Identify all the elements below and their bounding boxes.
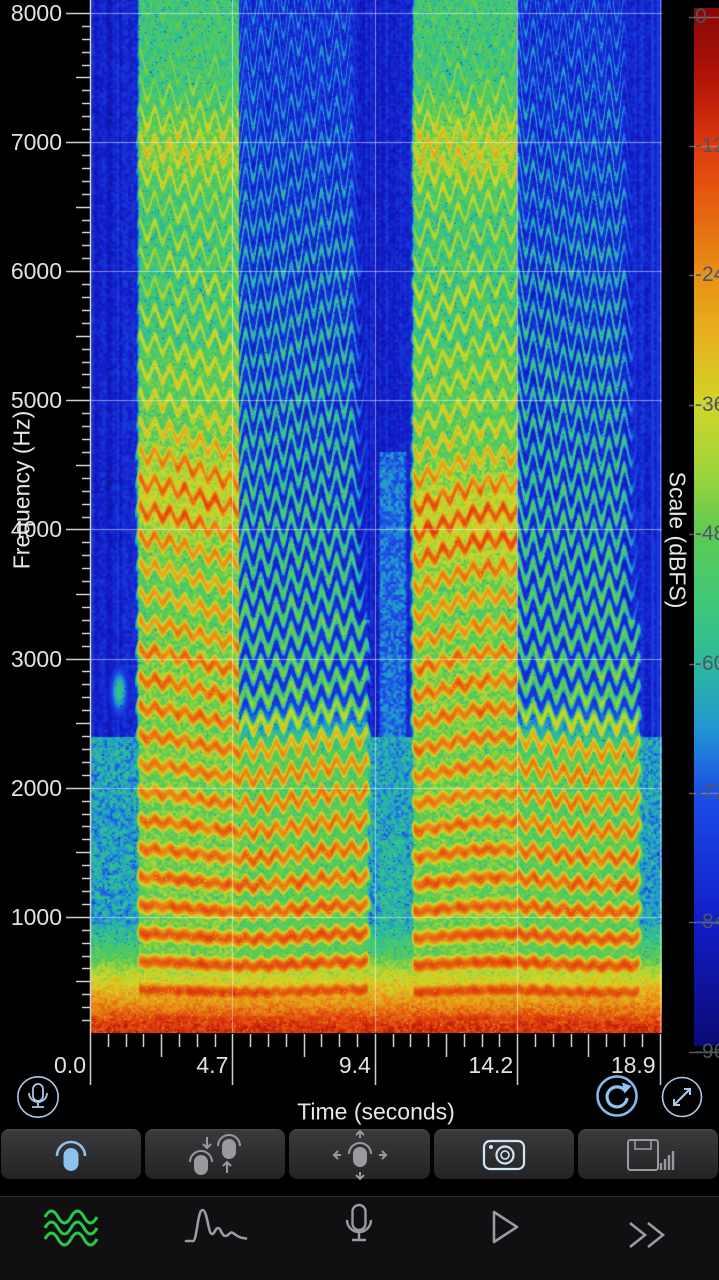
pan-lock-icon [332,1129,387,1180]
record-button[interactable] [16,1075,60,1119]
reset-button[interactable] [595,1074,639,1118]
freq-tick-label: 3000 [10,645,62,672]
time-tick-label: 9.4 [338,1052,371,1078]
freq-tick-label: 7000 [10,129,62,156]
scale-tick-label: -48 [695,522,719,546]
microphone-icon [345,1203,373,1242]
freq-tick-label: 2000 [10,774,62,801]
tab-spectrogram[interactable] [0,1197,147,1280]
time-tick-label: 14.2 [468,1052,514,1078]
freq-tick-label: 8000 [10,0,62,26]
waves-icon [43,1209,99,1247]
time-axis-title: Time (seconds) [297,1098,455,1125]
resize-button[interactable] [660,1075,704,1119]
scale-tick-label: -24 [695,263,719,287]
time-tick-label: 0.0 [54,1052,86,1078]
scale-tick-label: -72 [695,780,719,804]
scale-tick-label: -12 [695,133,719,157]
pan-lock-button[interactable] [289,1129,430,1180]
camera-icon [482,1139,525,1170]
spectrum-icon [184,1208,248,1243]
scale-tick-label: 0 [695,4,707,28]
camera-snapshot-button[interactable] [433,1129,574,1179]
tab-spec-analyser[interactable] [141,1197,291,1280]
refresh-icon [596,1075,638,1117]
frequency-axis-title: Frequency (Hz) [8,410,35,570]
tab-recording[interactable] [284,1197,434,1280]
microphone-icon [16,1075,60,1119]
play-icon [492,1210,519,1244]
scale-tick-label: -60 [695,651,719,675]
freq-tick-label: 4000 [10,516,62,543]
expand-arrows-icon [661,1076,703,1118]
main-tab-bar: Spectrogram Spec. Analyser Recording Pla… [0,1196,719,1280]
swap-locks-icon [189,1133,242,1175]
scale-axis-title: Scale (dBFS) [664,471,691,609]
save-data-button[interactable] [577,1129,719,1179]
spectrogram-toolbar [0,1129,719,1180]
more-chevrons-icon [629,1221,666,1249]
tab-playback[interactable] [428,1197,578,1280]
swap-locks-button[interactable] [145,1129,286,1179]
time-tick-label: 18.9 [610,1052,656,1078]
touch-lock-button[interactable] [1,1129,142,1179]
spectrogram-plot[interactable] [90,0,662,1033]
tab-more[interactable] [572,1197,719,1280]
scale-tick-label: -96 [695,1039,719,1063]
save-data-icon [626,1138,675,1171]
freq-tick-label: 6000 [10,258,62,285]
freq-tick-label: 5000 [10,387,62,414]
time-tick-label: 4.7 [196,1052,229,1078]
scale-tick-label: -84 [695,910,719,934]
touch-lock-icon [55,1140,87,1171]
scale-tick-label: -36 [695,392,719,416]
freq-tick-label: 1000 [10,903,62,930]
